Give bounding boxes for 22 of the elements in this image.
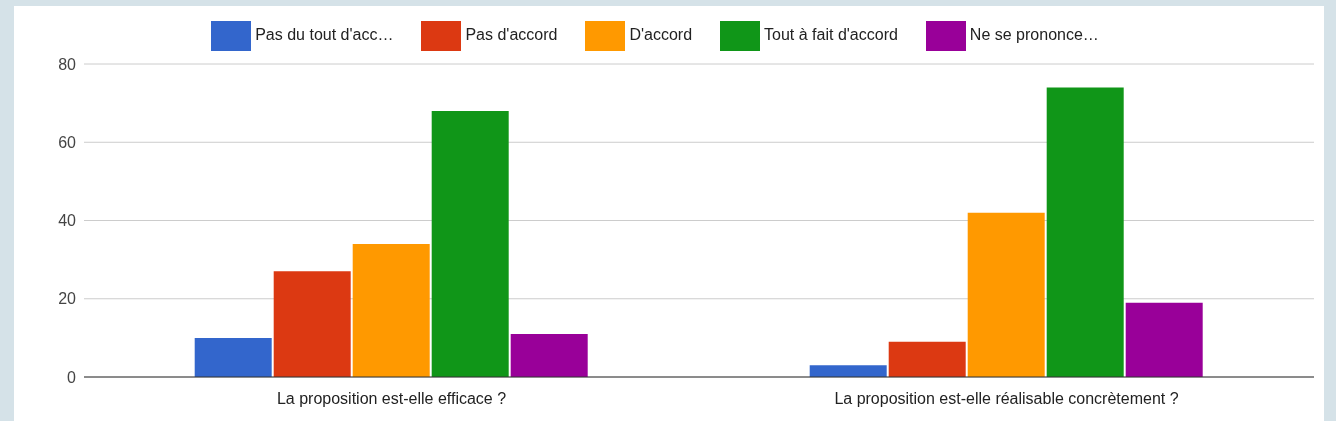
x-tick-label: La proposition est-elle réalisable concrètement ? [834, 390, 1179, 408]
y-tick-label: 60 [58, 133, 77, 151]
bar [809, 365, 887, 377]
legend-label: Pas d'accord [465, 26, 558, 44]
bar [1046, 87, 1124, 377]
y-tick-label: 20 [58, 290, 77, 308]
bar [194, 337, 272, 377]
bar [273, 271, 351, 377]
bar [888, 341, 966, 377]
bar [510, 333, 588, 377]
legend-label: Pas du tout d'acc… [255, 26, 394, 44]
bar [431, 110, 509, 377]
y-tick-label: 80 [58, 55, 77, 73]
y-tick-label: 40 [58, 212, 77, 230]
legend-label: Tout à fait d'accord [764, 26, 898, 44]
legend-label: D'accord [629, 26, 693, 44]
bar [1125, 302, 1203, 377]
x-tick-label: La proposition est-elle efficace ? [276, 390, 507, 408]
legend-label: Ne se prononce… [969, 26, 1099, 44]
bar [967, 212, 1045, 377]
y-tick-label: 0 [67, 368, 77, 386]
bar [352, 243, 430, 377]
